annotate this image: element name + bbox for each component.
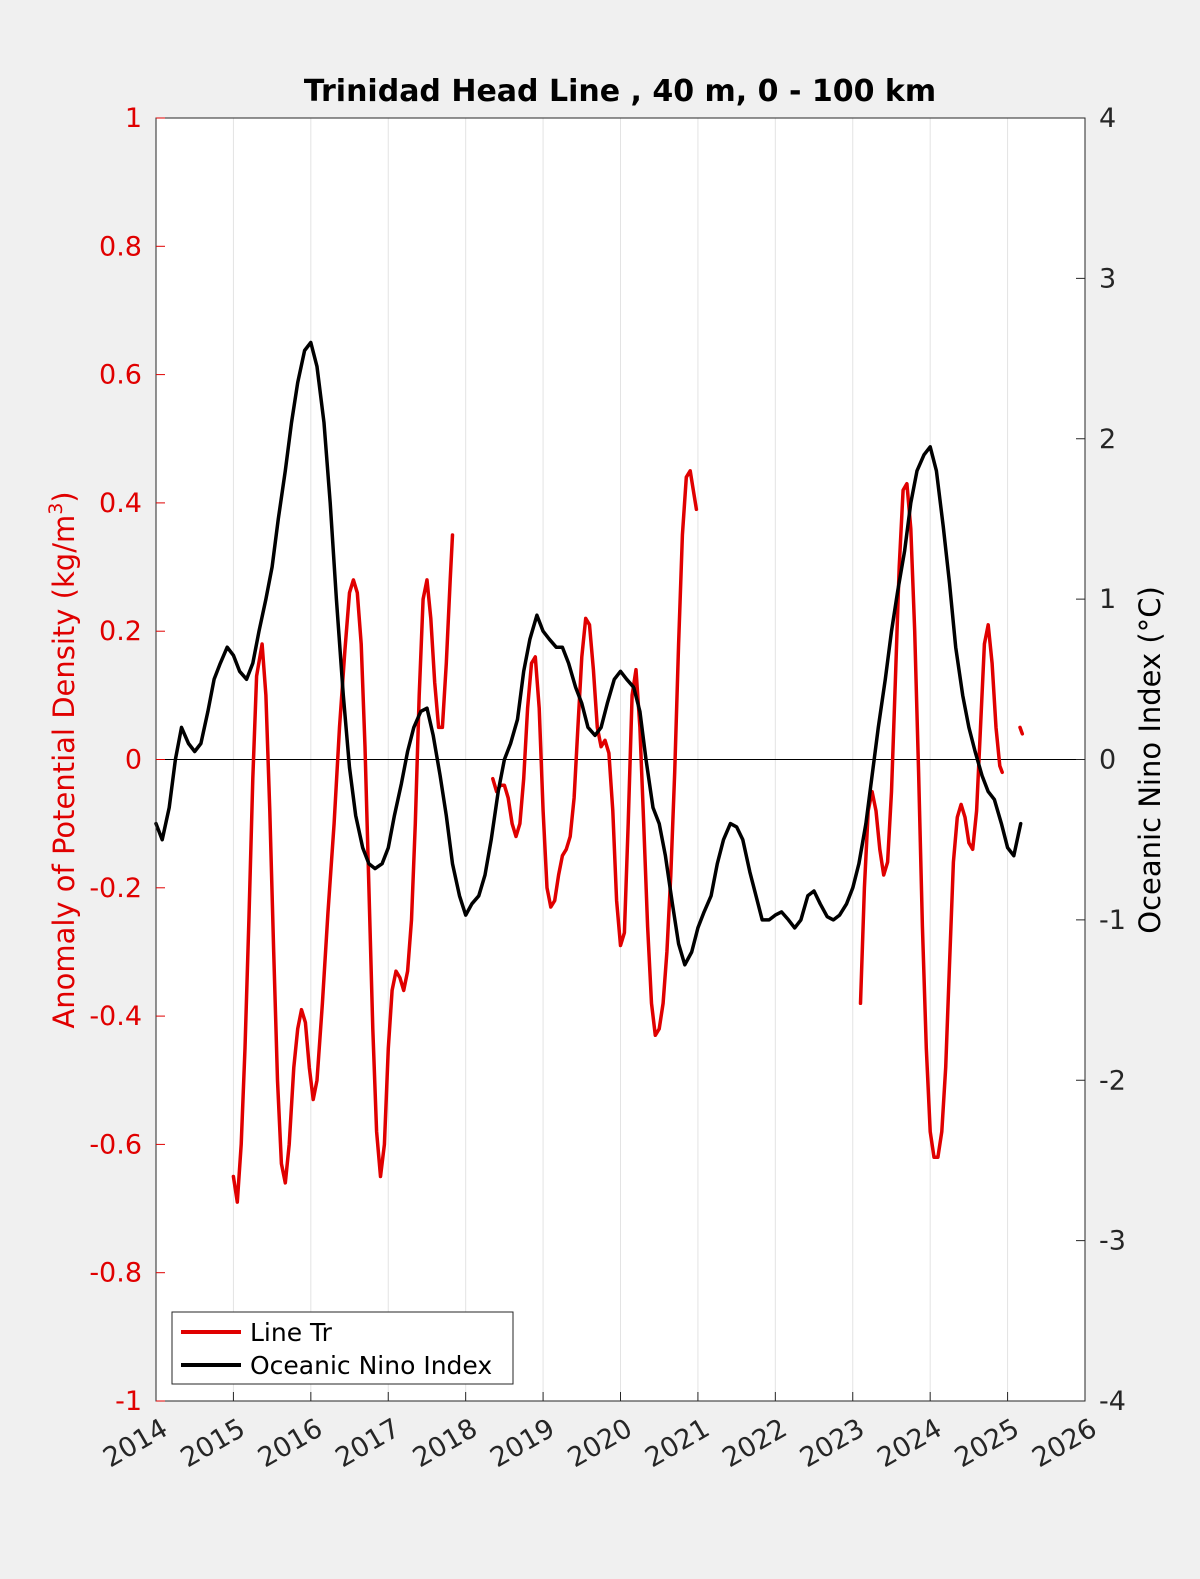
y-left-tick-label: -1	[115, 1386, 142, 1417]
x-tick-label: 2026	[1027, 1413, 1102, 1474]
series-line-tr-segment	[858, 481, 1004, 1159]
x-tick-label: 2018	[408, 1413, 483, 1474]
x-tick-label: 2014	[98, 1413, 173, 1474]
y-left-tick-label: -0.2	[89, 873, 142, 904]
y-left-tick-label: 0.6	[99, 360, 142, 391]
y-left-tick-label: 0	[125, 745, 142, 776]
x-tick-label: 2023	[795, 1413, 870, 1474]
y-left-tick-label: 0.2	[99, 616, 142, 647]
y-axis-right: 4 3 2 1 0 -1 -2 -3 -4	[1076, 103, 1126, 1417]
y-axis-left: 1 0.8 0.6 0.4 0.2 0 -0.2 -0.4 -0.6 -0.8 -1	[89, 103, 165, 1417]
x-tick-label: 2016	[253, 1413, 328, 1474]
legend-box	[171, 1311, 514, 1385]
y-left-tick-label: 0.8	[99, 231, 142, 262]
y-left-tick-label: 1	[125, 103, 142, 134]
legend: Line Tr Oceanic Nino Index	[171, 1311, 514, 1385]
y-left-tick-label: 0.4	[99, 488, 142, 519]
x-tick-label: 2022	[717, 1413, 792, 1474]
legend-label-line-tr: Line Tr	[250, 1318, 333, 1347]
legend-label-oni: Oceanic Nino Index	[250, 1351, 492, 1380]
y-left-tick-label: -0.4	[89, 1001, 142, 1032]
series-line-tr-segment	[1018, 725, 1025, 736]
y-right-tick-label: 1	[1099, 584, 1116, 615]
y-right-tick-label: -1	[1099, 905, 1126, 936]
series-oni-line	[154, 340, 1023, 967]
y-axis-right-label: Oceanic Nino Index (°C)	[1133, 586, 1167, 934]
x-tick-label: 2019	[485, 1413, 560, 1474]
x-tick-label: 2020	[563, 1413, 638, 1474]
x-tick-label: 2021	[640, 1413, 715, 1474]
y-right-tick-label: -4	[1099, 1386, 1126, 1417]
series-layer	[154, 340, 1025, 1204]
y-left-tick-label: -0.6	[89, 1129, 142, 1160]
y-axis-left-label: Anomaly of Potential Density (kg/m3)	[45, 491, 81, 1028]
y-right-tick-label: 2	[1099, 424, 1116, 455]
series-line-tr-segment	[231, 533, 455, 1204]
chart-title: Trinidad Head Line , 40 m, 0 - 100 km	[304, 74, 936, 109]
x-tick-label: 2024	[872, 1413, 947, 1474]
y-right-tick-label: 4	[1099, 103, 1116, 134]
x-tick-label: 2015	[176, 1413, 251, 1474]
x-axis: 2014 2015 2016 2017 2018 2019 2020 2021 2022 2023…	[98, 1392, 1102, 1474]
y-right-tick-label: -2	[1099, 1065, 1126, 1096]
y-right-tick-label: -3	[1099, 1226, 1126, 1257]
x-tick-label: 2025	[950, 1413, 1025, 1474]
y-left-tick-label: -0.8	[89, 1258, 142, 1289]
y-right-tick-label: 3	[1099, 263, 1116, 294]
y-right-tick-label: 0	[1099, 745, 1116, 776]
series-line-tr-segment	[491, 469, 699, 1038]
x-tick-label: 2017	[330, 1413, 405, 1474]
